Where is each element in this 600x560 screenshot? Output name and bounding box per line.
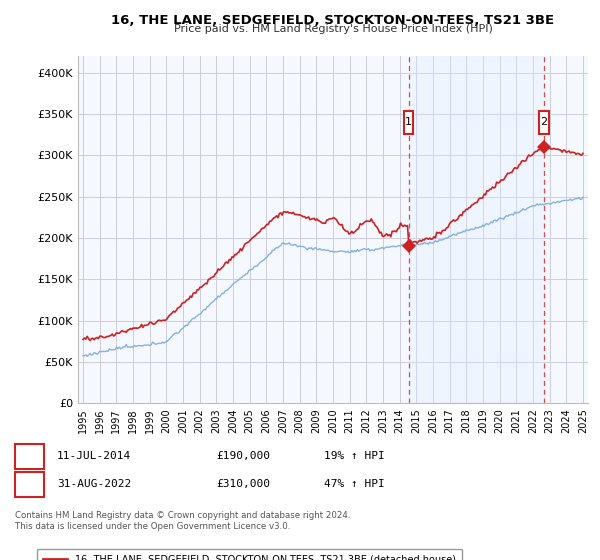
Text: 2: 2 <box>26 479 33 489</box>
Text: 2: 2 <box>541 117 548 127</box>
Text: Contains HM Land Registry data © Crown copyright and database right 2024.: Contains HM Land Registry data © Crown c… <box>15 511 350 520</box>
Text: 1: 1 <box>405 117 412 127</box>
Text: £190,000: £190,000 <box>216 451 270 461</box>
Legend: 16, THE LANE, SEDGEFIELD, STOCKTON-ON-TEES, TS21 3BE (detached house), HPI: Aver: 16, THE LANE, SEDGEFIELD, STOCKTON-ON-TE… <box>37 549 462 560</box>
Text: 16, THE LANE, SEDGEFIELD, STOCKTON-ON-TEES, TS21 3BE: 16, THE LANE, SEDGEFIELD, STOCKTON-ON-TE… <box>112 14 554 27</box>
Text: £310,000: £310,000 <box>216 479 270 489</box>
Bar <box>539 110 548 134</box>
Text: This data is licensed under the Open Government Licence v3.0.: This data is licensed under the Open Gov… <box>15 522 290 531</box>
Bar <box>404 110 413 134</box>
Text: 11-JUL-2014: 11-JUL-2014 <box>57 451 131 461</box>
Bar <box>409 56 544 403</box>
Text: Price paid vs. HM Land Registry's House Price Index (HPI): Price paid vs. HM Land Registry's House … <box>173 24 493 34</box>
Text: 19% ↑ HPI: 19% ↑ HPI <box>324 451 385 461</box>
Text: 31-AUG-2022: 31-AUG-2022 <box>57 479 131 489</box>
Text: 47% ↑ HPI: 47% ↑ HPI <box>324 479 385 489</box>
Text: 1: 1 <box>26 451 33 461</box>
